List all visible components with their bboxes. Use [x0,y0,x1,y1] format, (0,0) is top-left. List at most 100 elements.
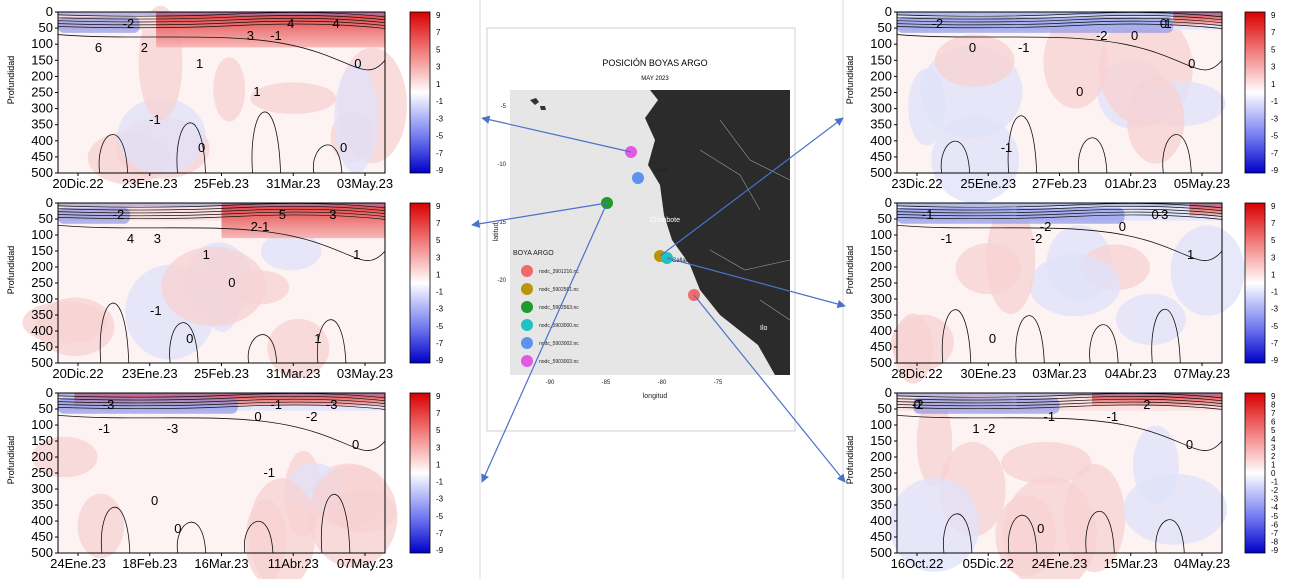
legend-label: nodc_3901216.nc [539,269,579,275]
contour-label: 1 [196,56,203,71]
contour-line [57,203,386,209]
contour-label: 1 [353,247,360,262]
contour-label: 0 [1188,56,1195,71]
y-tick-label: 500 [870,165,892,180]
colorbar-tick-label: -3 [1271,305,1279,314]
map-title: POSICIÓN BOYAS ARGO [602,58,707,68]
y-tick-label: 200 [870,68,892,83]
colorbar-tick-label: -7 [1271,529,1279,538]
y-tick-label: 300 [31,291,53,306]
contour-line [896,393,1223,399]
colorbar-tick-label: 5 [436,236,441,245]
anomaly-blob [260,231,322,271]
buoy-point[interactable] [632,172,644,184]
x-tick-label: 16Mar.23 [194,556,248,571]
map-x-tick: -75 [714,380,723,386]
zero-contour [896,225,1223,261]
y-tick-label: 250 [870,465,892,480]
anomaly-blob [931,116,1020,204]
contour-line [896,401,1223,407]
anomaly-blob [1123,473,1227,545]
deep-contour [247,334,278,364]
y-tick-label: 50 [39,211,53,226]
colorbar-tick-label: 1 [436,270,441,279]
y-axis-label: Profundidad [6,246,16,295]
anomaly-blob [77,493,125,559]
x-tick-label: 25Feb.23 [194,366,249,381]
colorbar-tick-label: -3 [1271,495,1279,504]
contour-label: 4 [332,16,339,31]
y-tick-label: 100 [31,36,53,51]
contour-label: 1 [972,421,979,436]
contour-label: -3 [103,397,115,412]
colorbar-tick-label: 1 [1271,270,1276,279]
anomaly-blob [245,498,287,579]
colorbar-tick-label: -3 [436,305,444,314]
y-axis-label: Profundidad [845,436,855,485]
y-tick-label: 50 [878,20,892,35]
x-tick-label: 23Ene.23 [122,366,178,381]
colorbar-tick-label: -5 [436,322,444,331]
legend-title: BOYA ARGO [513,250,554,257]
y-tick-label: 450 [870,529,892,544]
heatmap-panel-p2: -2-133245010-111050100150200250300350400… [6,195,444,381]
deep-contour [942,513,973,554]
contour-label: -3 [167,421,179,436]
contour-label: 5 [279,207,286,222]
anomaly-blob [893,313,934,384]
deep-contour [940,140,971,174]
legend-label: nodc_5902563.nc [539,305,579,311]
contour-label: 0 [228,275,235,290]
colorbar-tick-label: -7 [1271,149,1279,158]
colorbar-tick-label: 3 [436,63,441,72]
contour-label: 0 [186,331,193,346]
map-x-tick: -85 [602,380,611,386]
colorbar-tick-label: 9 [436,202,441,211]
argo-map: POSICIÓN BOYAS ARGO MAY 2023 -5 -10 -15 -20 -9… [486,27,796,432]
legend-swatch [521,283,533,295]
contour-line [896,214,1223,220]
contour-label: 0 [989,331,996,346]
colorbar-tick-label: 9 [1271,392,1276,401]
deep-contour [1151,309,1181,364]
y-tick-label: 350 [31,497,53,512]
contour-label: 0 [1076,84,1083,99]
contour-label: 0 [1160,16,1167,31]
contour-label: -2 [123,16,135,31]
colorbar-tick-label: 7 [1271,409,1276,418]
contour-line [57,23,386,29]
x-tick-label: 11Abr.23 [268,556,319,571]
colorbar-tick-label: -2 [1271,486,1279,495]
y-tick-label: 300 [31,101,53,116]
x-tick-label: 03May.23 [337,176,393,191]
anomaly-blob [22,301,108,344]
pointer-arrow [481,115,632,153]
y-tick-label: 300 [870,481,892,496]
contour-label: 6 [95,40,102,55]
colorbar-tick-label: -9 [1271,356,1279,365]
colorbar-tick-label: 9 [1271,202,1276,211]
map-y-tick: -15 [497,220,506,226]
contour-line [896,211,1223,217]
contour-line [57,393,386,399]
contour-label: 0 [354,56,361,71]
y-tick-label: 0 [885,195,892,210]
colorbar-tick-label: 3 [436,253,441,262]
x-tick-label: 28Dic.22 [891,366,942,381]
colorbar-tick-label: -5 [436,512,444,521]
contour-line [896,12,1223,18]
x-tick-label: 16Oct.22 [891,556,944,571]
anomaly-blob [1043,15,1108,109]
anomaly-blob [1028,254,1121,317]
colorbar-tick-label: -1 [1271,478,1279,487]
heatmap-panel-p1: -2-124364001-101050100150200250300350400… [6,4,444,191]
y-tick-label: 250 [31,275,53,290]
contour-line [57,211,386,217]
surface-warm-band [221,203,385,239]
colorbar-tick-label: 6 [1271,418,1276,427]
contour-line [896,205,1223,212]
colorbar [409,202,431,364]
colorbar-tick-label: 5 [1271,426,1276,435]
contour-line [896,398,1223,404]
colorbar [1244,11,1266,174]
